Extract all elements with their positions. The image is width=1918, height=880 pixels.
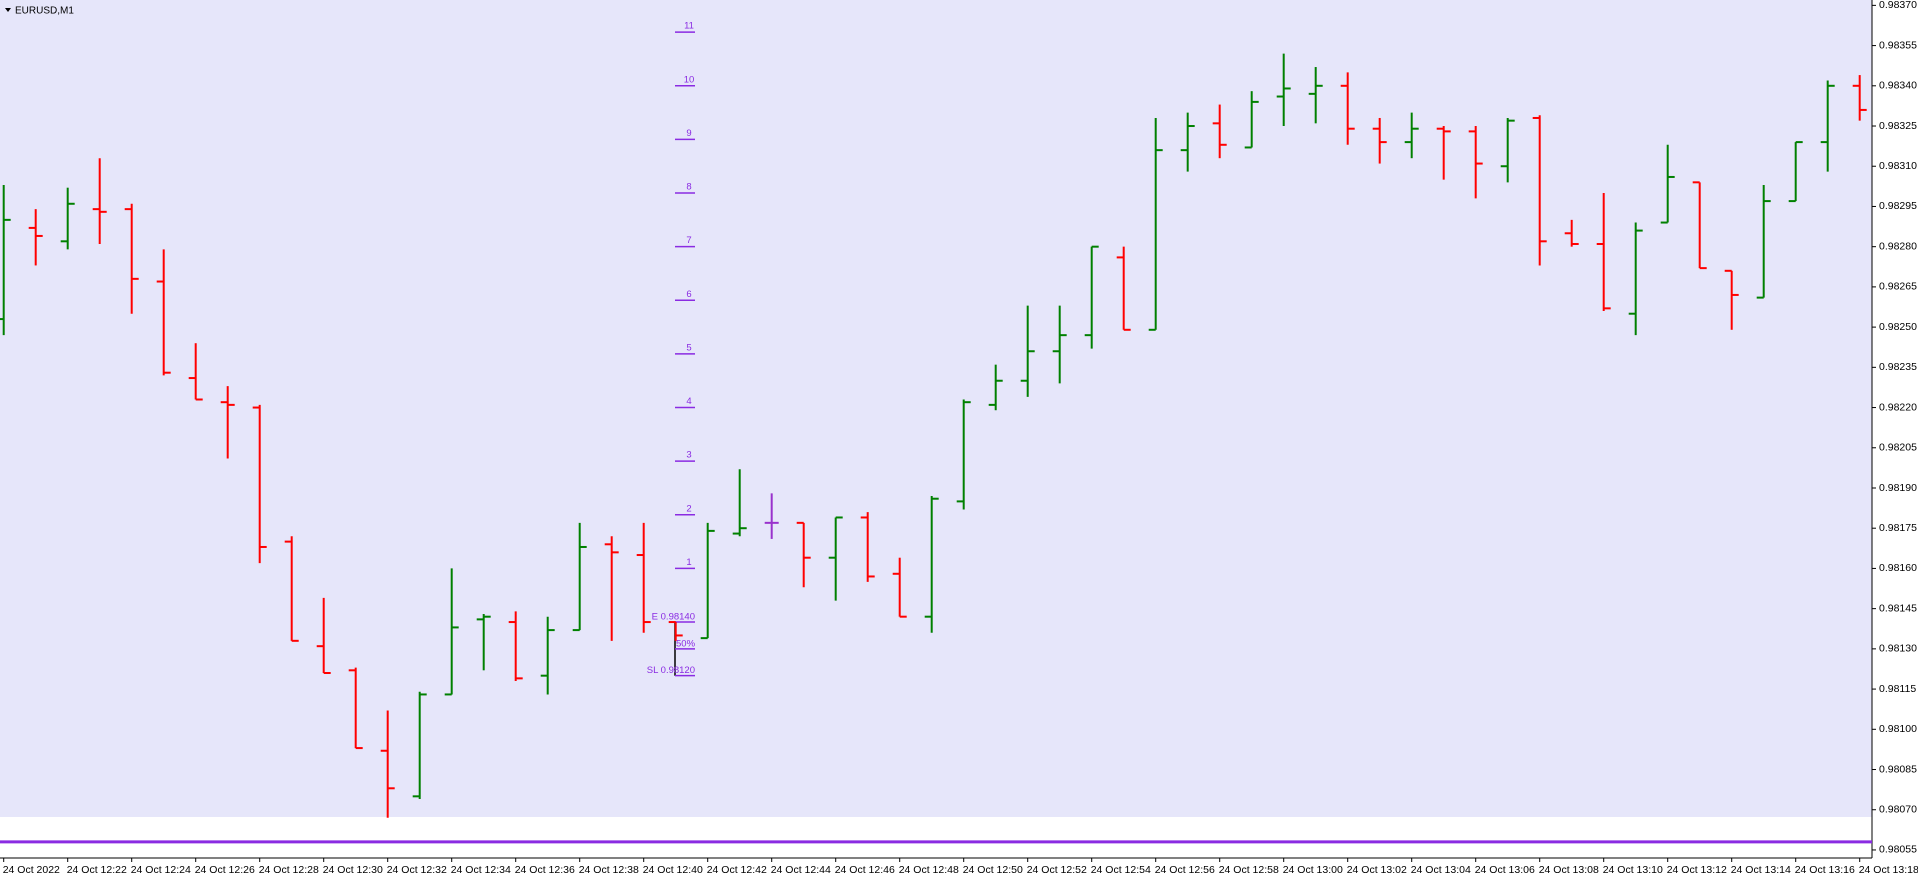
level-label: 3 xyxy=(686,450,691,461)
x-tick-label: 24 Oct 13:16 xyxy=(1795,864,1855,876)
level-label: 6 xyxy=(686,289,691,300)
x-tick-label: 24 Oct 12:58 xyxy=(1219,864,1279,876)
y-tick-label: 0.98145 xyxy=(1879,602,1917,614)
x-tick-label: 24 Oct 12:24 xyxy=(131,864,191,876)
x-tick-label: 24 Oct 12:26 xyxy=(195,864,255,876)
plot-background xyxy=(0,0,1872,817)
x-tick-label: 24 Oct 13:00 xyxy=(1283,864,1343,876)
x-tick-label: 24 Oct 12:30 xyxy=(323,864,383,876)
y-tick-label: 0.98355 xyxy=(1879,39,1917,51)
x-tick-label: 24 Oct 13:18 xyxy=(1859,864,1918,876)
y-tick-label: 0.98250 xyxy=(1879,321,1917,333)
x-tick-label: 24 Oct 12:22 xyxy=(67,864,127,876)
y-tick-label: 0.98370 xyxy=(1879,0,1917,11)
x-tick-label: 24 Oct 12:44 xyxy=(771,864,831,876)
y-tick-label: 0.98190 xyxy=(1879,482,1917,494)
x-tick-label: 24 Oct 12:54 xyxy=(1091,864,1151,876)
y-tick-label: 0.98265 xyxy=(1879,281,1917,293)
x-tick-label: 24 Oct 13:08 xyxy=(1539,864,1599,876)
level-label: 8 xyxy=(686,182,691,193)
level-label: 2 xyxy=(686,503,691,514)
x-tick-label: 24 Oct 12:42 xyxy=(707,864,767,876)
x-tick-label: 24 Oct 2022 xyxy=(3,864,60,876)
y-tick-label: 0.98100 xyxy=(1879,723,1917,735)
x-tick-label: 24 Oct 13:10 xyxy=(1603,864,1663,876)
level-label: 10 xyxy=(684,74,695,85)
level-label: 7 xyxy=(686,235,691,246)
x-tick-label: 24 Oct 13:04 xyxy=(1411,864,1471,876)
y-tick-label: 0.98220 xyxy=(1879,401,1917,413)
trade-level-label: E 0.98140 xyxy=(652,612,695,623)
level-label: 1 xyxy=(686,557,691,568)
y-tick-label: 0.98160 xyxy=(1879,562,1917,574)
y-tick-label: 0.98175 xyxy=(1879,522,1917,534)
y-tick-label: 0.98340 xyxy=(1879,80,1917,92)
x-tick-label: 24 Oct 12:40 xyxy=(643,864,703,876)
x-tick-label: 24 Oct 13:14 xyxy=(1731,864,1791,876)
x-tick-label: 24 Oct 12:28 xyxy=(259,864,319,876)
x-tick-label: 24 Oct 12:38 xyxy=(579,864,639,876)
y-tick-label: 0.98085 xyxy=(1879,763,1917,775)
y-tick-label: 0.98115 xyxy=(1879,683,1916,695)
level-label: 4 xyxy=(686,396,691,407)
y-tick-label: 0.98280 xyxy=(1879,240,1917,252)
x-tick-label: 24 Oct 12:56 xyxy=(1155,864,1215,876)
x-tick-label: 24 Oct 12:36 xyxy=(515,864,575,876)
y-tick-label: 0.98325 xyxy=(1879,120,1917,132)
level-label: 11 xyxy=(684,21,694,32)
y-tick-label: 0.98055 xyxy=(1879,844,1917,856)
x-tick-label: 24 Oct 13:02 xyxy=(1347,864,1407,876)
x-tick-label: 24 Oct 13:06 xyxy=(1475,864,1535,876)
x-tick-label: 24 Oct 12:50 xyxy=(963,864,1023,876)
y-tick-label: 0.98130 xyxy=(1879,643,1917,655)
trade-level-label: 50% xyxy=(676,638,696,649)
x-tick-label: 24 Oct 12:32 xyxy=(387,864,447,876)
x-tick-label: 24 Oct 12:48 xyxy=(899,864,959,876)
y-tick-label: 0.98295 xyxy=(1879,200,1917,212)
y-tick-label: 0.98205 xyxy=(1879,442,1917,454)
y-tick-label: 0.98235 xyxy=(1879,361,1917,373)
y-tick-label: 0.98310 xyxy=(1879,160,1917,172)
level-label: 9 xyxy=(686,128,691,139)
menu-triangle[interactable] xyxy=(5,8,11,12)
x-tick-label: 24 Oct 12:34 xyxy=(451,864,511,876)
x-tick-label: 24 Oct 12:52 xyxy=(1027,864,1087,876)
trade-level-label: SL 0.98120 xyxy=(647,665,695,676)
x-tick-label: 24 Oct 12:46 xyxy=(835,864,895,876)
chart-title: EURUSD,M1 xyxy=(15,6,74,17)
level-label: 5 xyxy=(686,342,691,353)
y-tick-label: 0.98070 xyxy=(1879,804,1917,816)
x-tick-label: 24 Oct 13:12 xyxy=(1667,864,1727,876)
